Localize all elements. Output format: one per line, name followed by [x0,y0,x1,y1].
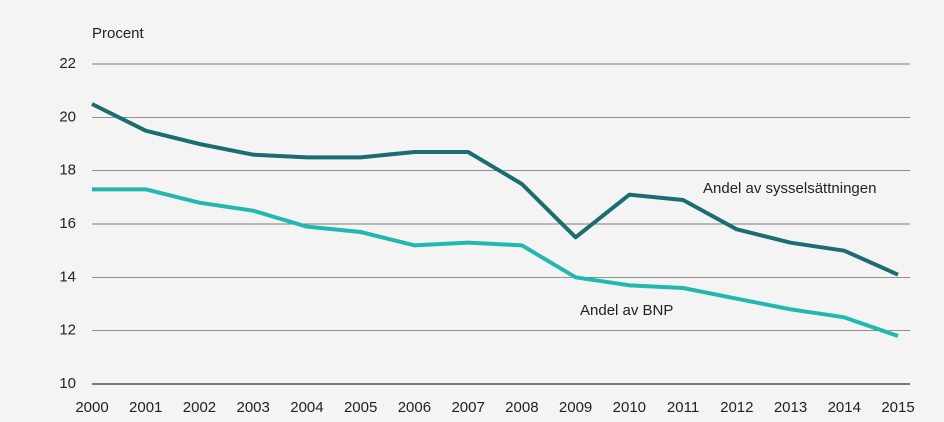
x-tick-label: 2014 [828,399,861,416]
y-tick-label: 16 [59,215,76,232]
y-tick-label: 14 [59,268,76,285]
series-label: Andel av BNP [580,302,673,319]
y-tick-label: 12 [59,322,76,339]
x-tick-label: 2009 [559,399,592,416]
x-tick-label: 2012 [720,399,753,416]
y-tick-label: 22 [59,55,76,72]
x-tick-label: 2002 [183,399,216,416]
x-tick-label: 2011 [667,399,699,416]
y-tick-label: 18 [59,162,76,179]
x-tick-label: 2008 [505,399,538,416]
x-tick-label: 2004 [290,399,323,416]
y-tick-label: 20 [59,108,76,125]
x-tick-label: 2005 [344,399,377,416]
series-line [91,102,899,277]
series-line [92,187,899,338]
x-tick-label: 2010 [613,399,646,416]
x-tick-label: 2001 [129,399,162,416]
x-tick-label: 2013 [774,399,807,416]
series-label: Andel av sysselsättningen [703,180,876,197]
x-tick-label: 2003 [237,399,270,416]
y-axis-label: Procent [92,25,145,42]
x-tick-label: 2006 [398,399,431,416]
y-tick-label: 10 [59,375,76,392]
x-tick-label: 2015 [881,399,914,416]
x-tick-label: 2000 [75,399,108,416]
x-tick-label: 2007 [451,399,484,416]
